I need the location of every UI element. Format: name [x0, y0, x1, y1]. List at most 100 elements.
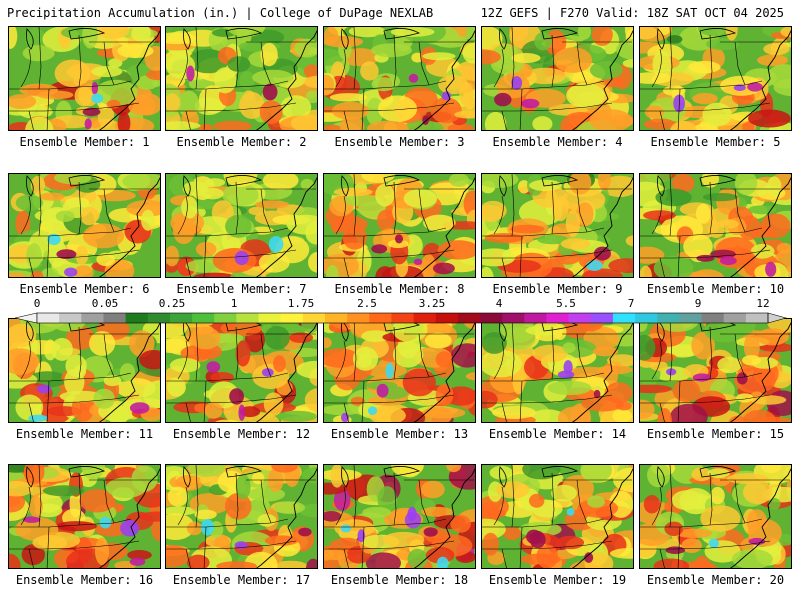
member-label: Ensemble Member: 17: [172, 573, 311, 587]
precip-map: [481, 464, 634, 569]
precip-map: [323, 173, 476, 278]
colorbar-segment: [480, 313, 503, 323]
precip-map-svg: [482, 465, 633, 568]
run-info: 12Z GEFS | F270 Valid: 18Z SAT OCT 04 20…: [480, 6, 784, 20]
precip-map: [165, 318, 318, 423]
colorbar-segment: [635, 313, 658, 323]
precip-map-svg: [324, 27, 475, 130]
colorbar-segment: [192, 313, 215, 323]
precip-map-svg: [166, 465, 317, 568]
member-label: Ensemble Member: 11: [15, 427, 154, 441]
header: Precipitation Accumulation (in.) | Colle…: [0, 0, 800, 24]
colorbar-segment: [435, 313, 459, 323]
colorbar-tick-label: 0.05: [91, 297, 119, 310]
colorbar-segment: [457, 313, 481, 323]
precip-map: [639, 318, 792, 423]
member-label: Ensemble Member: 19: [488, 573, 627, 587]
colorbar-segment: [37, 313, 60, 323]
colorbar-segment: [125, 313, 149, 323]
precip-map-svg: [482, 174, 633, 277]
colorbar-segment: [258, 313, 282, 323]
colorbar-segment: [745, 313, 769, 323]
precip-map: [323, 318, 476, 423]
member-label: Ensemble Member: 4: [492, 135, 623, 149]
colorbar-segment: [701, 313, 725, 323]
precip-map-svg: [166, 174, 317, 277]
precip-map: [165, 26, 318, 131]
precip-map: [165, 173, 318, 278]
colorbar-tick-label: 4: [495, 297, 503, 310]
member-label: Ensemble Member: 8: [334, 282, 465, 296]
precip-map: [323, 26, 476, 131]
member-label: Ensemble Member: 6: [19, 282, 150, 296]
precip-map-svg: [166, 319, 317, 422]
colorbar-tick-label: 0.25: [158, 297, 186, 310]
precip-map-svg: [640, 465, 791, 568]
member-label: Ensemble Member: 14: [488, 427, 627, 441]
member-label: Ensemble Member: 7: [176, 282, 307, 296]
precip-map: [639, 173, 792, 278]
colorbar-segment: [657, 313, 680, 323]
precip-map: [323, 464, 476, 569]
colorbar-segment: [169, 313, 193, 323]
colorbar-segment: [324, 313, 348, 323]
precip-map-svg: [482, 27, 633, 130]
colorbar-segment: [590, 313, 614, 323]
colorbar-segment: [302, 313, 326, 323]
member-label: Ensemble Member: 12: [172, 427, 311, 441]
colorbar-tick-label: 1: [230, 297, 238, 310]
precip-map-svg: [324, 174, 475, 277]
product-title: Precipitation Accumulation (in.) | Colle…: [7, 6, 434, 20]
colorbar-segment: [524, 313, 547, 323]
member-label: Ensemble Member: 10: [646, 282, 785, 296]
colorbar-segment: [347, 313, 370, 323]
colorbar-segment: [214, 313, 237, 323]
precip-map-svg: [9, 465, 160, 568]
colorbar-segment: [546, 313, 570, 323]
precip-map-svg: [640, 174, 791, 277]
member-label: Ensemble Member: 13: [330, 427, 469, 441]
precip-map-svg: [324, 319, 475, 422]
precip-map-svg: [640, 27, 791, 130]
colorbar-min-arrow: [14, 312, 38, 324]
colorbar-svg: [14, 312, 788, 324]
colorbar-segment: [502, 313, 525, 323]
colorbar-segment: [679, 313, 703, 323]
colorbar-segment: [723, 313, 747, 323]
member-label: Ensemble Member: 2: [176, 135, 307, 149]
colorbar-segment: [59, 313, 82, 323]
colorbar-segment: [280, 313, 304, 323]
member-label: Ensemble Member: 15: [646, 427, 785, 441]
colorbar-tick-label: 9: [694, 297, 702, 310]
precip-map: [481, 26, 634, 131]
colorbar-labels: 0 0.05 0.25 1 1.75 2.5 3.25 4 5.5 7 9 12: [0, 296, 800, 320]
colorbar-segment: [236, 313, 260, 323]
precip-map-svg: [9, 174, 160, 277]
precip-map: [165, 464, 318, 569]
member-label: Ensemble Member: 3: [334, 135, 465, 149]
precip-map: [481, 318, 634, 423]
colorbar-tick-label: 1.75: [287, 297, 315, 310]
member-label: Ensemble Member: 16: [15, 573, 154, 587]
colorbar: [0, 309, 800, 324]
colorbar-segment: [147, 313, 171, 323]
colorbar-segment: [103, 313, 127, 323]
colorbar-tick-label: 7: [627, 297, 635, 310]
precip-map: [8, 464, 161, 569]
precip-map: [8, 26, 161, 131]
precip-map: [481, 173, 634, 278]
precip-map: [639, 26, 792, 131]
colorbar-tick-label: 2.5: [357, 297, 377, 310]
member-label: Ensemble Member: 18: [330, 573, 469, 587]
colorbar-tick-label: 3.25: [418, 297, 446, 310]
colorbar-segment: [568, 313, 592, 323]
colorbar-segment: [369, 313, 392, 323]
colorbar-segment: [413, 313, 437, 323]
member-label: Ensemble Member: 9: [492, 282, 623, 296]
precip-map-svg: [9, 27, 160, 130]
precip-map-svg: [9, 319, 160, 422]
colorbar-segment: [81, 313, 104, 323]
precip-map: [8, 318, 161, 423]
colorbar-tick-label: 5.5: [556, 297, 576, 310]
member-label: Ensemble Member: 1: [19, 135, 150, 149]
